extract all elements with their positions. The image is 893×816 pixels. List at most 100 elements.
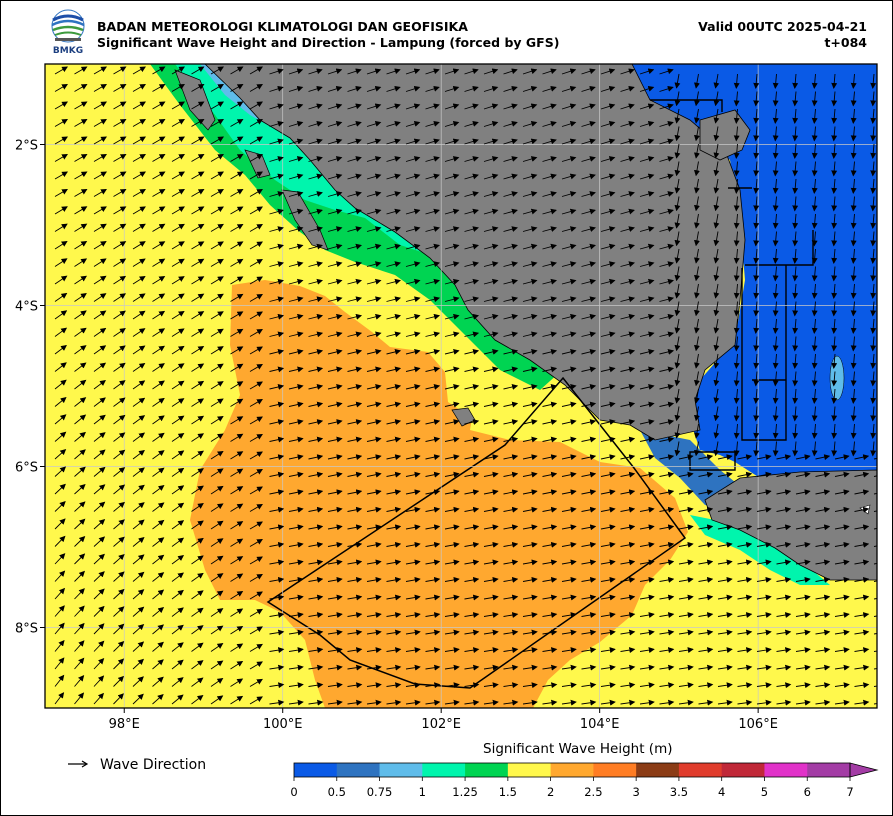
sipora-island [244,149,271,179]
wave-arrow [425,348,441,355]
forecast-step: t+084 [824,35,867,50]
wave-arrow [522,278,538,285]
wave-arrow [870,143,877,159]
wave-arrow [288,85,304,92]
wave-arrow [850,108,857,124]
wave-arrow [733,73,740,89]
wave-arrow [425,243,440,250]
wave-arrow [405,120,421,127]
wave-arrow [74,66,88,75]
wave-arrow [600,348,616,355]
wave-arrow [366,208,382,215]
wave-arrow [674,91,681,107]
wave-arrow [210,66,224,75]
wave-arrow [561,331,577,338]
wave-arrow [308,296,324,303]
wave-arrow [561,138,577,145]
wave-arrow [405,226,421,233]
wave-arrow [210,101,224,110]
wave-arrow [483,278,499,285]
wave-arrow [581,173,596,180]
wave-arrow [366,173,382,180]
wave-arrow [600,226,616,233]
wave-arrow [811,108,818,124]
wave-arrow [93,154,107,162]
wave-arrow [483,138,499,145]
wave-arrow [620,156,635,162]
wave-arrow [171,223,185,232]
wave-arrow [600,243,616,250]
wave-arrow [542,348,558,355]
wave-arrow [288,384,304,390]
wave-arrow [386,173,401,180]
wave-arrow [713,126,720,142]
wave-arrow [269,173,284,180]
wave-arrow [620,366,636,373]
wave-arrow [464,68,479,75]
wave-arrow [405,348,421,355]
wave-arrow [693,161,700,177]
wave-arrow [269,331,285,338]
map-title: Significant Wave Height and Direction - … [97,35,560,50]
colorbar-tick-label: 4 [718,785,725,799]
wave-arrow [425,120,440,127]
wave-arrow [503,278,519,285]
wave-arrow [405,208,421,215]
wave-arrow [620,331,636,338]
wave-arrow [620,120,635,127]
wave-arrow [733,126,740,142]
wave-arrow [132,293,146,302]
wave-arrow [542,103,557,110]
wave-arrow [113,362,126,372]
wave-arrow [733,178,740,194]
wave-arrow [405,243,421,250]
wave-arrow [366,243,382,250]
wave-arrow [503,173,518,180]
wave-arrow [753,108,760,124]
wave-arrow [870,283,877,299]
wave-arrow [600,156,616,162]
wave-arrow [792,301,799,317]
colorbar-title: Significant Wave Height (m) [483,741,673,757]
wave-arrow [693,371,700,387]
wave-arrow [772,143,779,159]
wave-arrow [405,331,421,338]
wave-arrow [713,213,720,229]
wave-arrow [269,243,284,250]
wave-arrow [464,138,479,145]
wave-arrow [152,345,165,355]
wave-arrow [659,243,674,250]
y-tick-label: 8°S [15,622,38,637]
wave-arrow [831,231,838,247]
wave-arrow [347,384,363,390]
wave-arrow [733,91,740,107]
wave-arrow [191,363,205,372]
wave-arrow [191,66,205,75]
wave-arrow [811,231,818,247]
wave-arrow [366,296,382,303]
wave-arrow [483,173,499,180]
wave-arrow [811,178,818,194]
wave-arrow [850,318,857,334]
wave-arrow [522,366,538,373]
wave-arrow [425,366,441,373]
wave-arrow [171,293,185,302]
wave-arrow [249,258,263,267]
wave-arrow [713,108,720,124]
wave-arrow [483,226,499,233]
wave-arrow [132,101,146,110]
wave-arrow [210,241,224,250]
wave-arrow [132,362,146,372]
wave-arrow [210,363,224,372]
wave-arrow [444,366,460,373]
wave-arrow [464,173,479,180]
wave-arrow [269,384,285,390]
wave-arrow [405,173,421,180]
wave-arrow [74,310,87,320]
wave-arrow [831,266,838,282]
wave-arrow [620,313,636,320]
wave-arrow [425,226,440,233]
wave-arrow [74,240,88,250]
wave-arrow [93,327,107,337]
